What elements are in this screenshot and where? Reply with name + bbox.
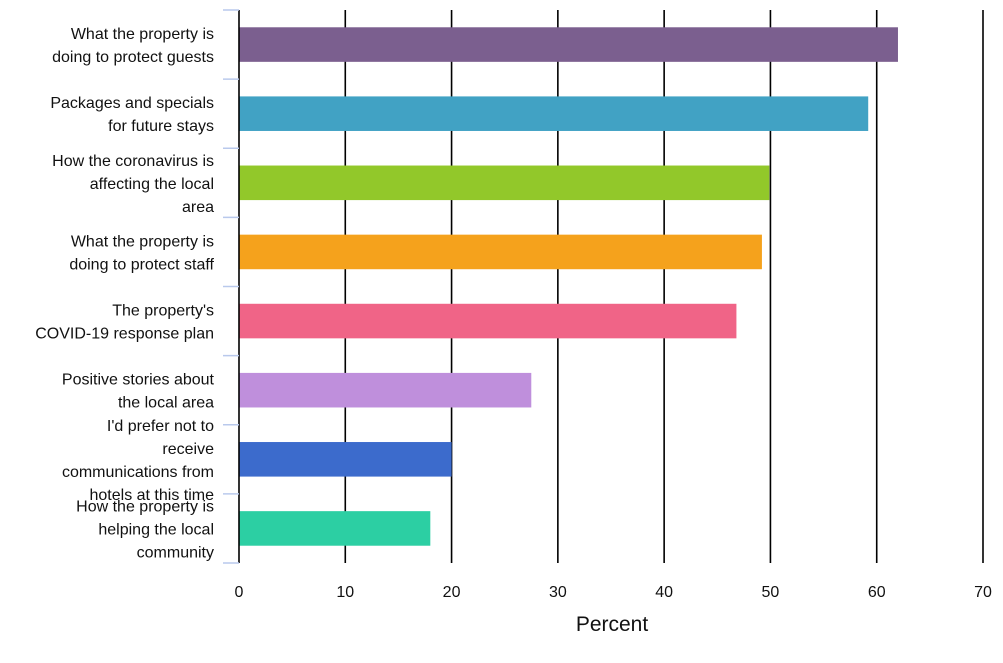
category-label-5: The property's COVID-19 response plan bbox=[35, 303, 214, 343]
category-label-4: What the property is doing to protect sta… bbox=[69, 233, 214, 273]
x-tick-label-70: 70 bbox=[974, 584, 992, 601]
category-label-6: Positive stories about the local area bbox=[62, 372, 215, 412]
x-axis-title: Percent bbox=[576, 613, 649, 636]
bar-4 bbox=[239, 234, 762, 270]
category-label-3: How the coronavirus is affecting the loca… bbox=[52, 153, 214, 216]
bar-2 bbox=[239, 96, 869, 131]
x-tick-label-40: 40 bbox=[655, 584, 673, 601]
x-tick-label-0: 0 bbox=[235, 584, 244, 601]
x-tick-label-20: 20 bbox=[443, 584, 461, 601]
bar-5 bbox=[239, 303, 737, 339]
bar-7 bbox=[239, 442, 452, 477]
grid-lines bbox=[344, 10, 984, 563]
x-tick-label-50: 50 bbox=[762, 584, 780, 601]
category-label-7: I'd prefer not to receive communications f… bbox=[62, 418, 214, 504]
bar-8 bbox=[239, 511, 431, 546]
category-label-8: How the property is helping the local comm… bbox=[76, 498, 214, 561]
x-tick-labels: 0 10 20 30 40 50 60 70 bbox=[235, 584, 992, 601]
bar-1 bbox=[239, 27, 898, 62]
x-tick-label-10: 10 bbox=[336, 584, 354, 601]
bars bbox=[239, 27, 898, 546]
bar-6 bbox=[239, 372, 532, 408]
y-axis bbox=[223, 9, 240, 564]
bar-3 bbox=[239, 165, 770, 201]
x-tick-label-30: 30 bbox=[549, 584, 567, 601]
x-tick-label-60: 60 bbox=[868, 584, 886, 601]
category-label-2: Packages and specials for future stays bbox=[50, 95, 214, 135]
category-label-1: What the property is doing to protect gue… bbox=[52, 26, 214, 66]
category-labels: What the property is doing to protect gue… bbox=[35, 26, 214, 561]
